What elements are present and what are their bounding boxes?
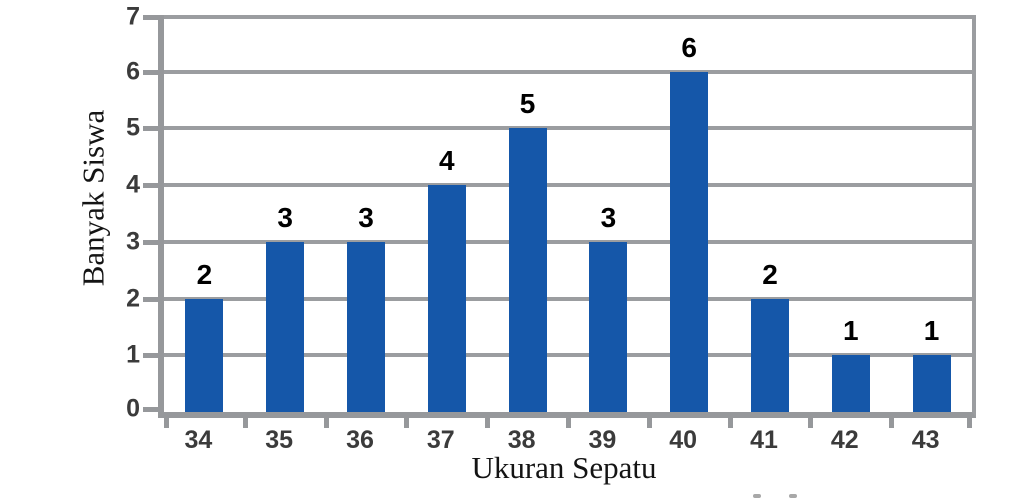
x-axis-tick — [404, 418, 410, 428]
y-axis-tick — [143, 126, 158, 132]
gridline — [164, 126, 972, 131]
x-axis-tick — [727, 418, 733, 428]
gridline — [164, 353, 972, 358]
y-axis-tick — [143, 15, 158, 20]
x-tick-label: 36 — [346, 426, 374, 454]
y-tick-label: 4 — [126, 170, 140, 199]
x-tick-label: 37 — [426, 426, 455, 454]
y-tick-label: 7 — [126, 2, 140, 31]
bar — [831, 355, 870, 412]
y-tick-label: 1 — [126, 340, 140, 369]
bar-value-label: 3 — [277, 201, 293, 233]
y-axis-tick — [143, 183, 158, 189]
bar — [266, 241, 305, 412]
y-tick-label: 0 — [126, 394, 140, 423]
bar — [670, 71, 709, 412]
bar — [751, 298, 789, 412]
x-axis-tick — [808, 418, 814, 428]
gridline — [164, 15, 972, 19]
y-tick-label: 5 — [126, 113, 140, 142]
bar-value-label: 1 — [923, 315, 940, 347]
bar-value-label: 4 — [439, 145, 455, 177]
x-tick-label: 39 — [588, 426, 617, 454]
y-tick-label: 3 — [126, 227, 140, 256]
x-axis-tick — [164, 418, 169, 428]
gridline — [164, 296, 972, 301]
y-axis-tick — [143, 239, 158, 245]
bar — [347, 241, 385, 412]
gridline — [164, 69, 972, 74]
bar-value-label: 1 — [843, 315, 859, 347]
x-axis-tick — [485, 418, 491, 428]
x-tick-label: 41 — [750, 426, 778, 454]
x-axis-tick — [566, 418, 571, 428]
x-tick-label: 40 — [669, 426, 698, 454]
y-axis-tick — [143, 296, 158, 302]
y-axis-tick — [143, 69, 158, 75]
x-tick-label: 34 — [184, 426, 213, 454]
bar-value-label: 3 — [600, 201, 617, 233]
x-axis-title: Ukuran Sepatu — [471, 450, 657, 485]
x-tick-label: 42 — [830, 426, 859, 454]
bar — [589, 241, 628, 412]
artifact-dot — [789, 494, 797, 498]
bar — [912, 355, 951, 412]
bar-value-label: 6 — [681, 31, 697, 63]
x-axis-tick — [646, 418, 652, 428]
x-axis-tick — [323, 418, 329, 428]
y-tick-label: 2 — [126, 284, 140, 313]
bar — [427, 185, 466, 412]
x-axis-tick — [967, 418, 972, 428]
x-tick-label: 43 — [911, 426, 940, 454]
y-axis-tick — [143, 353, 158, 359]
gridline — [164, 183, 972, 188]
bar — [185, 298, 224, 412]
y-tick-label: 6 — [126, 57, 140, 86]
plot-area: 2 3 3 4 5 3 6 2 1 1 — [143, 15, 976, 428]
x-tick-label: 35 — [265, 426, 294, 454]
gridline — [164, 239, 972, 244]
bar-value-label: 2 — [196, 258, 213, 290]
x-axis-tick — [889, 418, 895, 428]
bar-value-label: 3 — [358, 201, 374, 233]
x-axis-tick — [242, 418, 248, 428]
y-axis-tick — [143, 407, 158, 412]
bar — [508, 128, 547, 412]
x-tick-label: 38 — [507, 426, 536, 454]
bar-value-label: 5 — [519, 88, 536, 120]
bar-value-label: 2 — [762, 258, 778, 290]
artifact-dot — [753, 494, 761, 498]
